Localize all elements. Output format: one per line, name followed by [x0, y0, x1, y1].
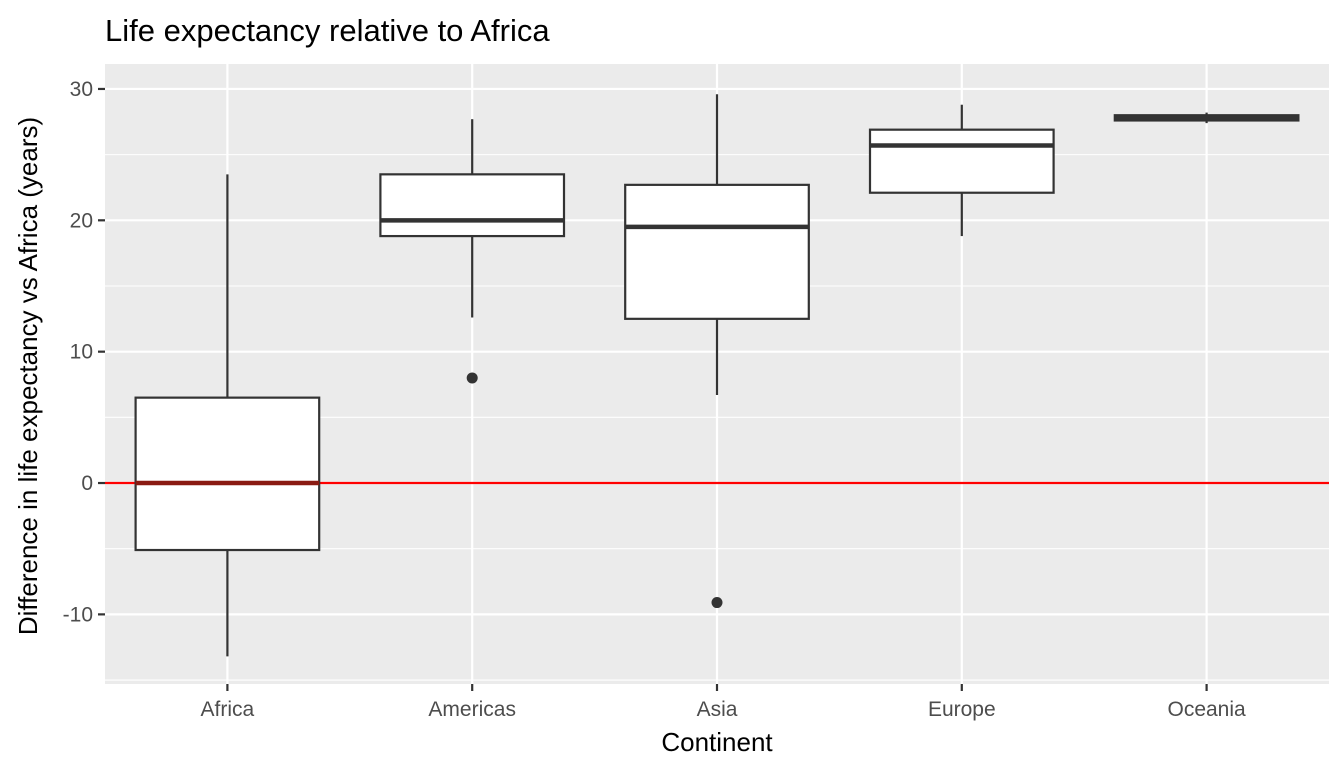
y-tick-label: 10 [70, 341, 93, 364]
x-tick-label: Oceania [1167, 698, 1246, 721]
boxplot-americas [379, 119, 566, 384]
box [379, 173, 566, 238]
box [868, 128, 1055, 194]
x-axis: Africa Americas Asia Europe Oceania [201, 684, 1246, 721]
outlier-point [711, 597, 723, 609]
x-tick-label: Americas [428, 698, 516, 721]
chart-title: Life expectancy relative to Africa [105, 13, 550, 48]
outlier-point [466, 372, 478, 384]
boxplot-oceania [1113, 112, 1300, 124]
x-tick-label: Asia [697, 698, 738, 721]
y-axis: -10 0 10 20 30 [63, 78, 105, 626]
y-tick-label: -10 [63, 603, 93, 626]
y-tick-label: 0 [81, 472, 93, 495]
x-axis-title: Continent [661, 727, 773, 757]
y-tick-label: 30 [70, 78, 93, 101]
boxplot-asia [624, 94, 810, 609]
y-axis-title: Difference in life expectancy vs Africa … [13, 117, 43, 635]
y-tick-label: 20 [70, 209, 93, 232]
box [134, 396, 321, 552]
x-tick-label: Europe [928, 698, 996, 721]
boxplot-europe [868, 104, 1055, 237]
boxplot-africa [134, 174, 321, 657]
box [624, 183, 810, 320]
x-tick-label: Africa [201, 698, 255, 721]
boxplots [134, 94, 1300, 657]
